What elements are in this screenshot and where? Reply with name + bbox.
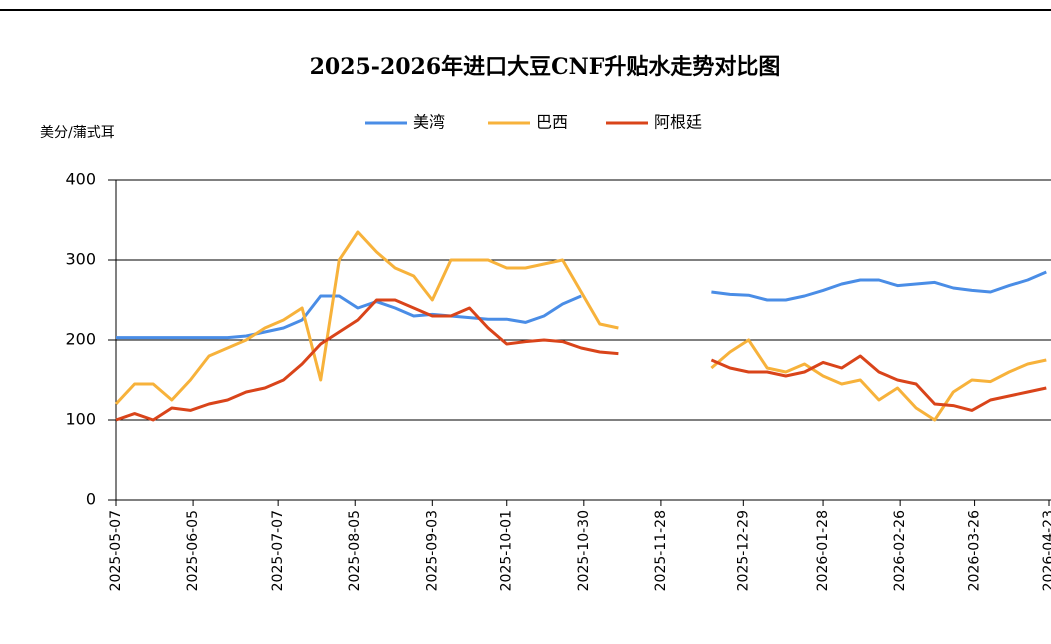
- x-tick-label: 2025-06-05: [185, 510, 201, 591]
- y-tick-label: 0: [86, 490, 96, 509]
- x-tick-label: 2026-01-28: [815, 510, 831, 591]
- y-tick-label: 300: [65, 250, 96, 269]
- chart-title: 2025-2026年进口大豆CNF升贴水走势对比图: [310, 54, 781, 80]
- x-tick-label: 2026-03-26: [967, 510, 983, 591]
- x-tick-label: 2025-11-28: [653, 510, 669, 591]
- legend-label: 巴西: [536, 113, 568, 132]
- x-tick-label: 2025-09-03: [424, 510, 440, 591]
- line-series: [115, 298, 1047, 422]
- y-tick-label: 200: [65, 330, 96, 349]
- x-tick-label: 2025-08-05: [347, 510, 363, 591]
- legend-label: 阿根廷: [654, 113, 702, 132]
- x-tick-label: 2026-04-23: [1041, 510, 1051, 591]
- x-tick-label: 2025-10-30: [576, 510, 592, 591]
- x-tick-label: 2025-12-29: [735, 510, 751, 591]
- y-tick-label: 100: [65, 410, 96, 429]
- y-tick-label: 400: [65, 170, 96, 189]
- line-series: [116, 270, 1047, 340]
- x-tick-label: 2026-02-26: [892, 510, 908, 591]
- x-tick-label: 2025-05-07: [108, 510, 124, 591]
- line-series: [114, 230, 1047, 422]
- legend-label: 美湾: [413, 113, 445, 132]
- x-tick-label: 2025-07-07: [270, 510, 286, 591]
- y-axis-label: 美分/蒲式耳: [40, 125, 115, 141]
- x-tick-label: 2025-10-01: [499, 510, 515, 591]
